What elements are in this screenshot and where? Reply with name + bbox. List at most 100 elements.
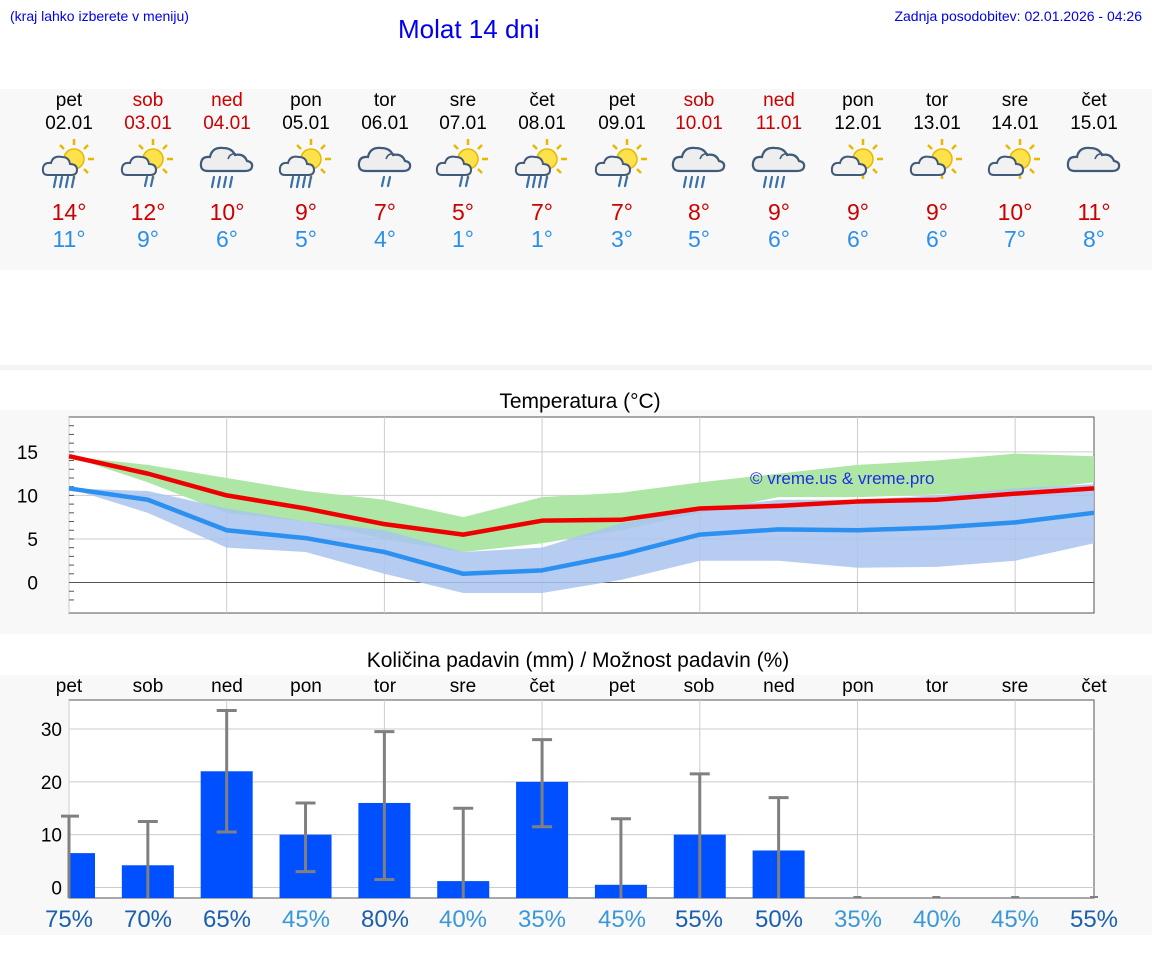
min-temperature: 6° [768,226,790,252]
precipitation-chart: Količina padavin (mm) / Možnost padavin … [0,649,1152,935]
day-of-week: sre [449,90,477,111]
min-temperature-line [68,486,1095,577]
day-date: 06.01 [361,113,409,134]
section-separator [0,365,1152,370]
watermark: © vreme.us & vreme.pro [750,469,934,488]
max-temperature: 10° [997,199,1033,225]
day-date: 09.01 [598,113,646,134]
max-temperature: 11° [1077,199,1111,225]
day-of-week: čet [529,90,555,111]
max-temperature: 5° [452,199,474,225]
max-temperature-line [68,454,1095,537]
day-of-week: ned [211,90,243,111]
category-label: pet [609,676,636,697]
sun-cloud-rain-icon [503,135,581,199]
min-temperature: 5° [688,226,710,252]
cloud-rain-icon [740,135,818,199]
precipitation-probability: 65% [203,906,251,933]
cloud-rain-icon [660,135,738,199]
min-temperature: 4° [374,226,396,252]
max-temperature: 9° [768,199,790,225]
min-temperature: 3° [611,226,633,252]
forecast-band [0,89,1152,270]
min-temperature: 6° [216,226,238,252]
precipitation-probability: 75% [45,906,93,933]
sun-cloud-icon [898,135,976,199]
precipitation-probability: 40% [913,906,961,933]
day-date: 03.01 [124,113,172,134]
y-tick-label: 20 [41,773,62,794]
cloud-rain-icon [188,135,266,199]
category-label: sob [133,676,164,697]
y-tick-label: 10 [41,826,62,847]
precipitation-probability: 55% [1070,906,1118,933]
precipitation-probability: 45% [991,906,1039,933]
day-column: ned 11.01 9° 6° [740,89,818,253]
day-of-week: pon [842,90,874,111]
category-label: sre [1002,676,1028,697]
max-temperature: 8° [688,199,710,225]
precipitation-probability: 35% [518,906,566,933]
sun-cloud-drizzle-icon [109,135,187,199]
sun-cloud-drizzle-icon [583,135,661,199]
min-temperature: 1° [452,226,474,252]
category-label: čet [1081,676,1107,697]
day-column: sob 10.01 8° 5° [660,89,738,253]
sun-cloud-rain-icon [30,135,108,199]
last-updated: Zadnja posodobitev: 02.01.2026 - 04:26 [894,8,1142,24]
category-label: pon [842,676,874,697]
day-of-week: ned [763,90,795,111]
precipitation-probability: 35% [834,906,882,933]
sun-cloud-drizzle-icon [424,135,502,199]
day-date: 15.01 [1070,113,1118,134]
day-of-week: sob [132,90,164,111]
day-column: čet 15.01 11° 8° [1055,89,1133,253]
day-column: ned 04.01 10° 6° [188,89,266,253]
day-column: pet 02.01 14° 11° [30,89,108,253]
day-date: 10.01 [675,113,723,134]
precipitation-probability: 50% [755,906,803,933]
precipitation-probability: 40% [439,906,487,933]
category-label: tor [374,676,397,697]
day-column: pon 12.01 9° 6° [819,89,897,253]
day-column: sre 14.01 10° 7° [976,89,1054,253]
min-temperature: 5° [295,226,317,252]
precipitation-bar [69,853,95,898]
chart-title: Količina padavin (mm) / Možnost padavin … [367,649,790,672]
max-temperature: 7° [531,199,553,225]
max-temperature: 9° [926,199,948,225]
max-temperature: 14° [51,199,87,225]
precipitation-probability: 55% [675,906,723,933]
y-tick-label: 15 [17,443,38,464]
day-of-week: pet [608,90,636,111]
min-temperature-band [69,484,1094,593]
min-temperature: 9° [137,226,159,252]
location-hint: (kraj lahko izberete v meniju) [10,8,189,24]
day-date: 04.01 [203,113,251,134]
day-of-week: pet [55,90,83,111]
category-label: pon [290,676,322,697]
category-label: ned [211,676,243,697]
temperature-chart: Temperatura (°C) 15 10 5 0 © vreme.us & vreme… [0,390,1152,634]
day-date: 13.01 [913,113,961,134]
max-temperature: 12° [130,199,166,225]
category-label: sob [684,676,715,697]
min-temperature: 1° [531,226,553,252]
y-tick-label: 5 [27,530,38,551]
day-date: 05.01 [282,113,330,134]
sun-cloud-icon [976,135,1054,199]
day-of-week: tor [373,90,397,111]
day-column: čet 08.01 7° 1° [503,89,581,253]
y-tick-label: 30 [41,720,62,741]
day-column: pet 09.01 7° 3° [583,89,661,253]
max-temperature: 10° [209,199,245,225]
day-date: 08.01 [518,113,566,134]
min-temperature: 6° [847,226,869,252]
category-label: sre [450,676,476,697]
min-temperature: 8° [1083,226,1105,252]
day-column: pon 05.01 9° 5° [267,89,345,253]
category-label: čet [529,676,555,697]
day-of-week: tor [925,90,949,111]
max-temperature-band [69,453,1094,553]
day-column: sre 07.01 5° 1° [424,89,502,253]
